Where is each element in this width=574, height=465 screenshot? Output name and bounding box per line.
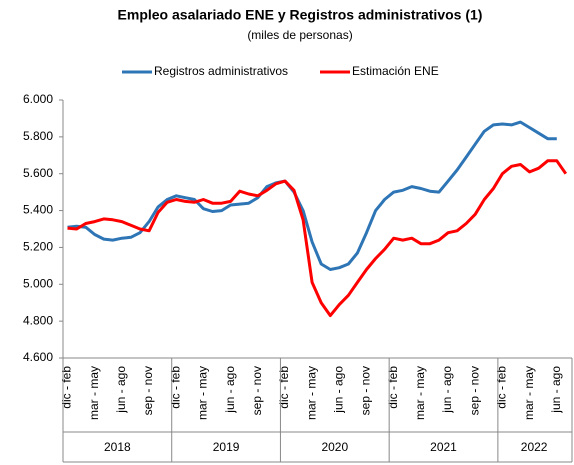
y-tick-label: 5.400 [23,203,53,217]
x-tick-label: dic - feb [495,366,509,409]
year-label: 2022 [521,440,548,454]
x-tick-label: mar - may [413,366,427,420]
x-tick-label: mar - may [304,366,318,420]
x-tick-label: jun - ago [332,366,346,414]
y-tick-label: 5.000 [23,276,53,290]
x-tick-label: sep - nov [359,366,373,415]
x-tick-label: mar - may [87,366,101,420]
y-tick-label: 4.600 [23,350,53,364]
x-tick-label: dic - feb [60,366,74,409]
x-tick-label: jun - ago [440,366,454,414]
legend-label: Registros administrativos [154,64,288,78]
legend-label: Estimación ENE [352,64,439,78]
x-tick-label: mar - may [522,366,536,420]
x-tick-label: sep - nov [141,366,155,415]
x-tick-label: dic - feb [168,366,182,409]
x-tick-label: dic - feb [277,366,291,409]
x-tick-label: jun - ago [114,366,128,414]
y-tick-label: 5.800 [23,129,53,143]
y-tick-label: 5.600 [23,166,53,180]
year-label: 2018 [104,440,131,454]
year-label: 2020 [321,440,348,454]
y-tick-label: 6.000 [23,92,53,106]
x-tick-label: jun - ago [223,366,237,414]
y-tick-label: 5.200 [23,240,53,254]
series-line [67,120,557,271]
x-tick-label: sep - nov [467,366,481,415]
series-line [67,159,568,318]
year-label: 2019 [213,440,240,454]
x-tick-label: mar - may [196,366,210,420]
x-tick-label: sep - nov [250,366,264,415]
y-tick-label: 4.800 [23,313,53,327]
x-tick-label: jun - ago [549,366,563,414]
chart-subtitle: (miles de personas) [247,28,352,42]
chart-title: Empleo asalariado ENE y Registros admini… [118,7,483,23]
year-label: 2021 [430,440,457,454]
x-tick-label: dic - feb [386,366,400,409]
